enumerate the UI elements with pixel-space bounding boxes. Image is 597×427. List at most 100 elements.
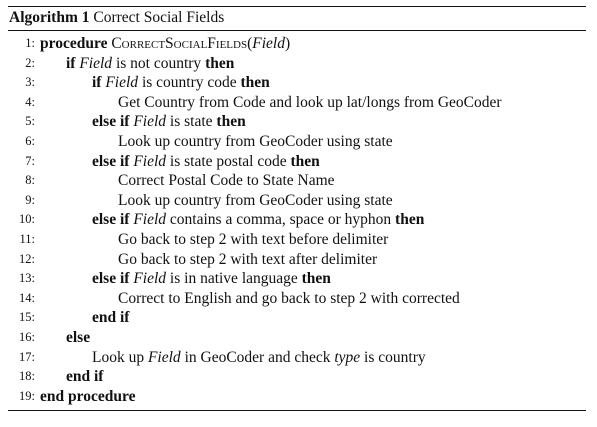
line-code: Go back to step 2 with text after delimi… bbox=[118, 250, 377, 270]
keyword: end procedure bbox=[40, 387, 136, 405]
variable: Field bbox=[133, 270, 167, 288]
line-number: 3: bbox=[25, 75, 35, 90]
keyword: then bbox=[205, 54, 235, 72]
line-code: Go back to step 2 with text before delim… bbox=[118, 230, 388, 250]
code-line: 7: else if Field is state postal code the… bbox=[8, 152, 586, 172]
code-text: is state postal code bbox=[166, 152, 291, 170]
variable: Field bbox=[133, 152, 167, 170]
code-line: 17: Look up Field in GeoCoder and check t… bbox=[8, 348, 586, 368]
code-text: Go back to step 2 with text before delim… bbox=[118, 230, 389, 248]
code-text: Correct to English and go back to step 2… bbox=[118, 289, 460, 307]
code-line: 6: Look up country from GeoCoder using st… bbox=[8, 132, 586, 152]
keyword: if bbox=[92, 74, 102, 92]
variable: Field bbox=[147, 348, 181, 366]
variable: Field bbox=[133, 113, 167, 131]
code-line: 16: else bbox=[8, 328, 586, 348]
line-code: procedure CorrectSocialFields(Field) bbox=[40, 34, 290, 54]
keyword: then bbox=[301, 270, 331, 288]
line-code: else if Field is state postal code then bbox=[92, 152, 320, 172]
keyword: else if bbox=[92, 113, 130, 131]
code-text: is country bbox=[360, 348, 426, 366]
line-number: 9: bbox=[25, 192, 35, 207]
line-code: else if Field is state then bbox=[92, 112, 246, 132]
code-line: 1: procedure CorrectSocialFields(Field) bbox=[8, 34, 586, 54]
line-number: 13: bbox=[19, 271, 35, 286]
caption-rule bbox=[8, 30, 586, 31]
code-line: 4: Get Country from Code and look up lat/… bbox=[8, 93, 586, 113]
code-text: in GeoCoder and check bbox=[180, 348, 335, 366]
algorithm-title: Correct Social Fields bbox=[93, 9, 225, 26]
code-line: 2: if Field is not country then bbox=[8, 54, 586, 74]
keyword: end if bbox=[66, 368, 104, 386]
variable: type bbox=[334, 348, 361, 366]
line-number: 2: bbox=[25, 55, 35, 70]
line-number: 15: bbox=[19, 310, 35, 325]
line-number: 11: bbox=[19, 231, 35, 246]
line-number: 12: bbox=[19, 251, 35, 266]
line-code: else if Field contains a comma, space or… bbox=[92, 210, 424, 230]
code-text: is not country bbox=[112, 54, 206, 72]
code-text: Look up bbox=[92, 348, 148, 366]
line-number: 7: bbox=[25, 153, 35, 168]
code-text: Correct Postal Code to State Name bbox=[118, 172, 335, 190]
line-number: 17: bbox=[19, 349, 35, 364]
line-number: 4: bbox=[25, 94, 35, 109]
code-line: 13: else if Field is in native language t… bbox=[8, 269, 586, 289]
code-line: 8: Correct Postal Code to State Name bbox=[8, 171, 586, 191]
code-line: 11: Go back to step 2 with text before de… bbox=[8, 230, 586, 250]
variable: Field bbox=[252, 35, 285, 52]
keyword: procedure bbox=[40, 35, 108, 52]
keyword: then bbox=[395, 211, 425, 229]
line-number: 18: bbox=[19, 369, 35, 384]
line-number: 5: bbox=[25, 114, 35, 129]
code-text: Look up country from GeoCoder using stat… bbox=[118, 191, 393, 209]
keyword: else if bbox=[92, 152, 130, 170]
top-rule bbox=[8, 6, 586, 7]
code-line: 9: Look up country from GeoCoder using st… bbox=[8, 191, 586, 211]
line-number: 14: bbox=[19, 290, 35, 305]
bottom-rule bbox=[8, 410, 586, 412]
line-code: end if bbox=[66, 367, 103, 387]
variable: Field bbox=[105, 74, 139, 92]
line-number: 19: bbox=[19, 388, 35, 403]
code-text: is state bbox=[166, 113, 217, 131]
code-line: 18: end if bbox=[8, 367, 586, 387]
code-text: is in native language bbox=[166, 270, 302, 288]
code-line: 14: Correct to English and go back to ste… bbox=[8, 289, 586, 309]
code-text: ) bbox=[284, 35, 291, 52]
variable: Field bbox=[133, 211, 167, 229]
code-line: 12: Go back to step 2 with text after del… bbox=[8, 250, 586, 270]
line-number: 6: bbox=[25, 133, 35, 148]
code-line: 10: else if Field contains a comma, space… bbox=[8, 210, 586, 230]
algorithm-label: Algorithm 1 bbox=[9, 9, 90, 26]
code-text: ( bbox=[247, 35, 253, 52]
line-code: else bbox=[66, 328, 90, 348]
code-text: contains a comma, space or hyphon bbox=[166, 211, 396, 229]
procedure-name: CorrectSocialFields bbox=[111, 35, 248, 52]
pseudocode-lines: 1: procedure CorrectSocialFields(Field) 2:… bbox=[8, 31, 586, 406]
line-code: Correct to English and go back to step 2… bbox=[118, 289, 460, 309]
line-code: Get Country from Code and look up lat/lo… bbox=[118, 93, 502, 113]
keyword: then bbox=[240, 74, 270, 92]
line-code: else if Field is in native language then bbox=[92, 269, 331, 289]
line-code: Look up country from GeoCoder using stat… bbox=[118, 191, 393, 211]
algorithm-box: Algorithm 1 Correct Social Fields 1: proc… bbox=[8, 6, 586, 412]
line-code: if Field is country code then bbox=[92, 73, 270, 93]
keyword: else if bbox=[92, 270, 130, 288]
algorithm-caption: Algorithm 1 Correct Social Fields bbox=[8, 7, 586, 30]
keyword: then bbox=[290, 152, 320, 170]
line-code: Look up country from GeoCoder using stat… bbox=[118, 132, 393, 152]
line-code: end procedure bbox=[40, 387, 135, 407]
keyword: if bbox=[66, 54, 76, 72]
line-number: 10: bbox=[19, 212, 35, 227]
code-line: 15: end if bbox=[8, 308, 586, 328]
keyword: else if bbox=[92, 211, 130, 229]
line-code: if Field is not country then bbox=[66, 54, 234, 74]
line-code: Look up Field in GeoCoder and check type… bbox=[92, 348, 426, 368]
code-text: is country code bbox=[138, 74, 241, 92]
code-line: 3: if Field is country code then bbox=[8, 73, 586, 93]
line-number: 1: bbox=[25, 36, 35, 50]
line-number: 8: bbox=[25, 173, 35, 188]
code-text: Look up country from GeoCoder using stat… bbox=[118, 132, 393, 150]
line-number: 16: bbox=[19, 329, 35, 344]
